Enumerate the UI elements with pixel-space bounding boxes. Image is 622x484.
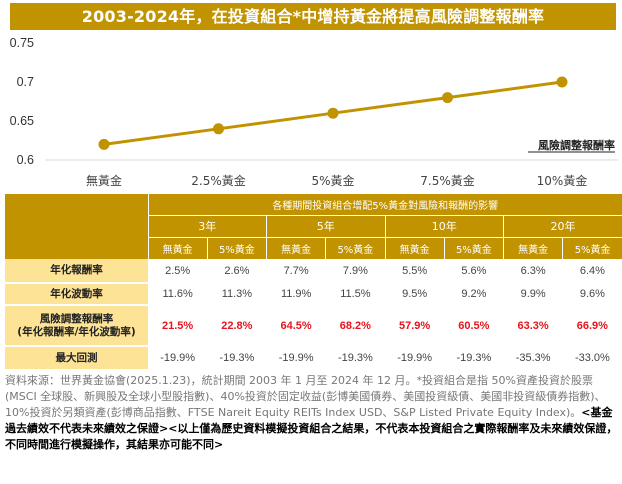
data-point [442,92,453,104]
legend-label: 風險調整報酬率 [538,138,615,152]
table-cell: 63.3% [517,319,549,332]
y-tick-label: 0.6 [17,153,34,167]
table-cell: 7.9% [342,265,368,277]
y-tick-label: 0.75 [10,36,34,50]
data-point [327,107,339,119]
table-cell: 64.5% [280,319,312,332]
subcolumn-header: 無黃金 [502,237,563,259]
x-tick-label: 10%黃金 [537,173,588,188]
table-cell: 9.9% [520,288,546,300]
table-cell: -19.9% [160,352,196,364]
table-caption: 各種期間投資組合增配5%黃金對風險和報酬的影響 [147,194,622,216]
table-cell: 21.5% [162,319,194,332]
x-tick-label: 7.5%黃金 [420,173,475,188]
subcolumn-header: 無黃金 [384,237,445,259]
table-cell: -35.3% [515,352,551,364]
y-tick-label: 0.65 [10,114,34,128]
row-label: 年化報酬率 [5,259,148,284]
impact-table: 各種期間投資組合增配5%黃金對風險和報酬的影響 3年 5年 10年 20年 無黃金 5%… [5,194,622,371]
table-cell: -33.0% [574,352,610,364]
row-label-text: 年化報酬率 [50,264,103,276]
table-cell: 7.7% [283,265,309,277]
table-cell: 6.4% [579,265,605,277]
row-label-text: 年化波動率 [50,287,103,300]
table-cell: 5.6% [461,265,487,277]
x-tick-label: 2.5%黃金 [191,173,246,188]
chart-title: 2003-2024年，在投資組合*中增持黃金將提高風險調整報酬率 [10,3,616,30]
row-label-text: 風險調整報酬率 [39,312,114,325]
table-cell: 9.6% [579,288,605,300]
period-header: 10年 [384,215,504,238]
table-row: 最大回測 -19.9% -19.3% -19.9% -19.3% -19.9% -19.3%… [5,346,622,371]
table-cell: -19.3% [456,352,492,364]
table-cell: 9.2% [461,288,487,300]
subcolumn-header: 5%黃金 [562,237,622,259]
table-cell: -19.3% [219,352,255,364]
table-cell: 6.3% [520,265,546,277]
table-cell: 2.5% [165,265,191,277]
table-cell: 60.5% [458,319,490,332]
subcolumn-header: 5%黃金 [206,237,267,259]
subcolumn-header: 5%黃金 [443,237,504,259]
row-label: 年化波動率 [5,283,148,306]
table-cell: 11.5% [340,288,371,300]
line-chart: 0.60.650.70.75 無黃金 2.5%黃金 5%黃金 7.5%黃金 10%黃金 … [10,36,618,188]
table-cell: 11.6% [162,288,193,300]
data-point [213,123,224,135]
period-header: 20年 [503,215,622,238]
y-tick-label: 0.7 [17,75,34,89]
subcolumn-header: 無黃金 [265,237,326,259]
row-label-subtext: (年化報酬率/年化波動率) [17,325,136,338]
row-label: 最大回測 [5,346,148,371]
table-cell: 2.6% [224,265,250,277]
period-header: 3年 [147,215,267,238]
table-row: 年化報酬率 2.5% 2.6% 7.7% 7.9% 5.5% 5.6% 6.3% 6.4% [5,259,622,284]
table-cell: 9.5% [402,288,428,300]
footnote: 資料來源：世界黃金協會(2025.1.23)，統計期間 2003 年 1 月至 … [5,373,619,453]
table-cell: -19.3% [337,352,373,364]
footnote-source: 資料來源：世界黃金協會(2025.1.23)，統計期間 2003 年 1 月至 … [5,374,606,419]
table-cell: -19.9% [278,352,314,364]
table-cell: -19.9% [397,352,433,364]
x-tick-label: 5%黃金 [311,173,354,188]
data-point [98,138,110,150]
table-cell: 68.2% [339,319,371,332]
table-cell: 66.9% [576,319,608,332]
table-row: 風險調整報酬率 (年化報酬率/年化波動率) 21.5% 22.8% 64.5% 68.2%… [5,305,622,347]
table-cell: 11.3% [221,288,253,300]
table-cell: 11.9% [280,288,312,300]
row-label-text: 最大回測 [55,351,98,364]
row-label: 風險調整報酬率 (年化報酬率/年化波動率) [5,305,148,347]
table-corner [5,194,148,259]
table-row: 年化波動率 11.6% 11.3% 11.9% 11.5% 9.5% 9.2% 9.9% 9.6… [5,283,622,306]
data-point [556,76,568,88]
table-cell: 57.9% [399,319,431,332]
subcolumn-header: 5%黃金 [325,237,385,259]
table-cell: 22.8% [221,319,253,332]
x-tick-label: 無黃金 [86,173,122,188]
table-cell: 5.5% [402,265,428,277]
subcolumn-header: 無黃金 [147,237,208,259]
footnote-disclaimer: <基金過去績效不代表未來績效之保證><以上僅為歷史資料模擬投資組合之結果，不代表… [5,406,618,451]
period-header: 5年 [266,215,385,238]
